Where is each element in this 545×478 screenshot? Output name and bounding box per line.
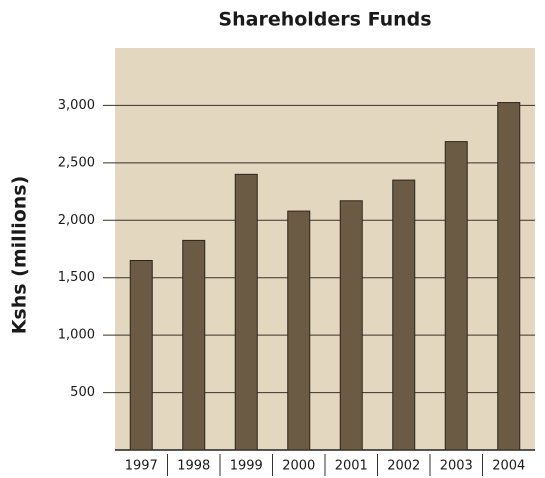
bar bbox=[498, 103, 520, 450]
y-tick-label: 500 bbox=[70, 385, 95, 400]
x-tick-label: 1999 bbox=[230, 459, 263, 474]
y-tick-label: 1,000 bbox=[58, 328, 95, 343]
y-tick-label: 2,500 bbox=[58, 155, 95, 170]
y-tick-label: 2,000 bbox=[58, 213, 95, 228]
bar bbox=[393, 180, 415, 450]
bar bbox=[288, 211, 310, 450]
x-tick-label: 2000 bbox=[282, 459, 315, 474]
bar bbox=[445, 142, 467, 450]
x-tick-label: 1998 bbox=[177, 459, 210, 474]
chart: Shareholders Funds Kshs (millions) 500 1,… bbox=[0, 0, 545, 478]
y-tick-label: 1,500 bbox=[58, 270, 95, 285]
bar bbox=[235, 174, 257, 450]
x-tick-label: 2003 bbox=[440, 459, 473, 474]
x-tick-label: 2004 bbox=[492, 459, 525, 474]
bar bbox=[183, 240, 205, 450]
chart-title: Shareholders Funds bbox=[218, 9, 431, 31]
y-tick-label: 3,000 bbox=[58, 98, 95, 113]
bar bbox=[340, 201, 362, 450]
x-tick-label: 2002 bbox=[387, 459, 420, 474]
x-tick-label: 1997 bbox=[125, 459, 158, 474]
y-axis-label: Kshs (millions) bbox=[9, 176, 31, 335]
bar bbox=[130, 260, 152, 450]
x-tick-label: 2001 bbox=[335, 459, 368, 474]
plot-background bbox=[115, 48, 535, 450]
